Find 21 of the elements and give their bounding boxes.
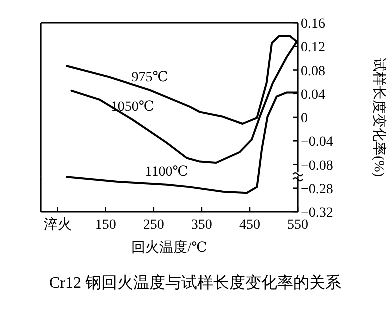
text: Cr12 钢回火温度与试样长度变化率的关系 xyxy=(50,274,342,292)
y-tick-label: −0.28 xyxy=(301,182,334,198)
y-tick-label: 0.04 xyxy=(301,88,326,103)
series-label: 975℃ xyxy=(132,70,168,86)
x-tick-label: 淬火 xyxy=(44,217,72,233)
y-tick-label: 0.08 xyxy=(301,64,326,80)
y-tick-label: 0 xyxy=(301,112,308,126)
y-tick-label: 0.16 xyxy=(301,17,326,32)
x-axis-title: 回火温度/℃ xyxy=(132,240,208,256)
series-label: 1100℃ xyxy=(145,164,188,180)
x-tick-label: 550 xyxy=(288,218,308,233)
y-axis-title: 试样长度变化率(%) xyxy=(371,58,387,178)
y-tick-label: 0.12 xyxy=(301,40,326,56)
x-tick-label: 150 xyxy=(95,218,116,233)
x-tick-label: 450 xyxy=(239,218,260,233)
x-tick-label: 250 xyxy=(143,218,164,233)
series-label: 1050℃ xyxy=(110,100,155,115)
y-tick-label: −0.08 xyxy=(301,158,334,174)
y-tick-label: −0.32 xyxy=(301,206,334,221)
x-tick-label: 350 xyxy=(191,218,212,233)
y-tick-label: −0.04 xyxy=(301,135,334,150)
